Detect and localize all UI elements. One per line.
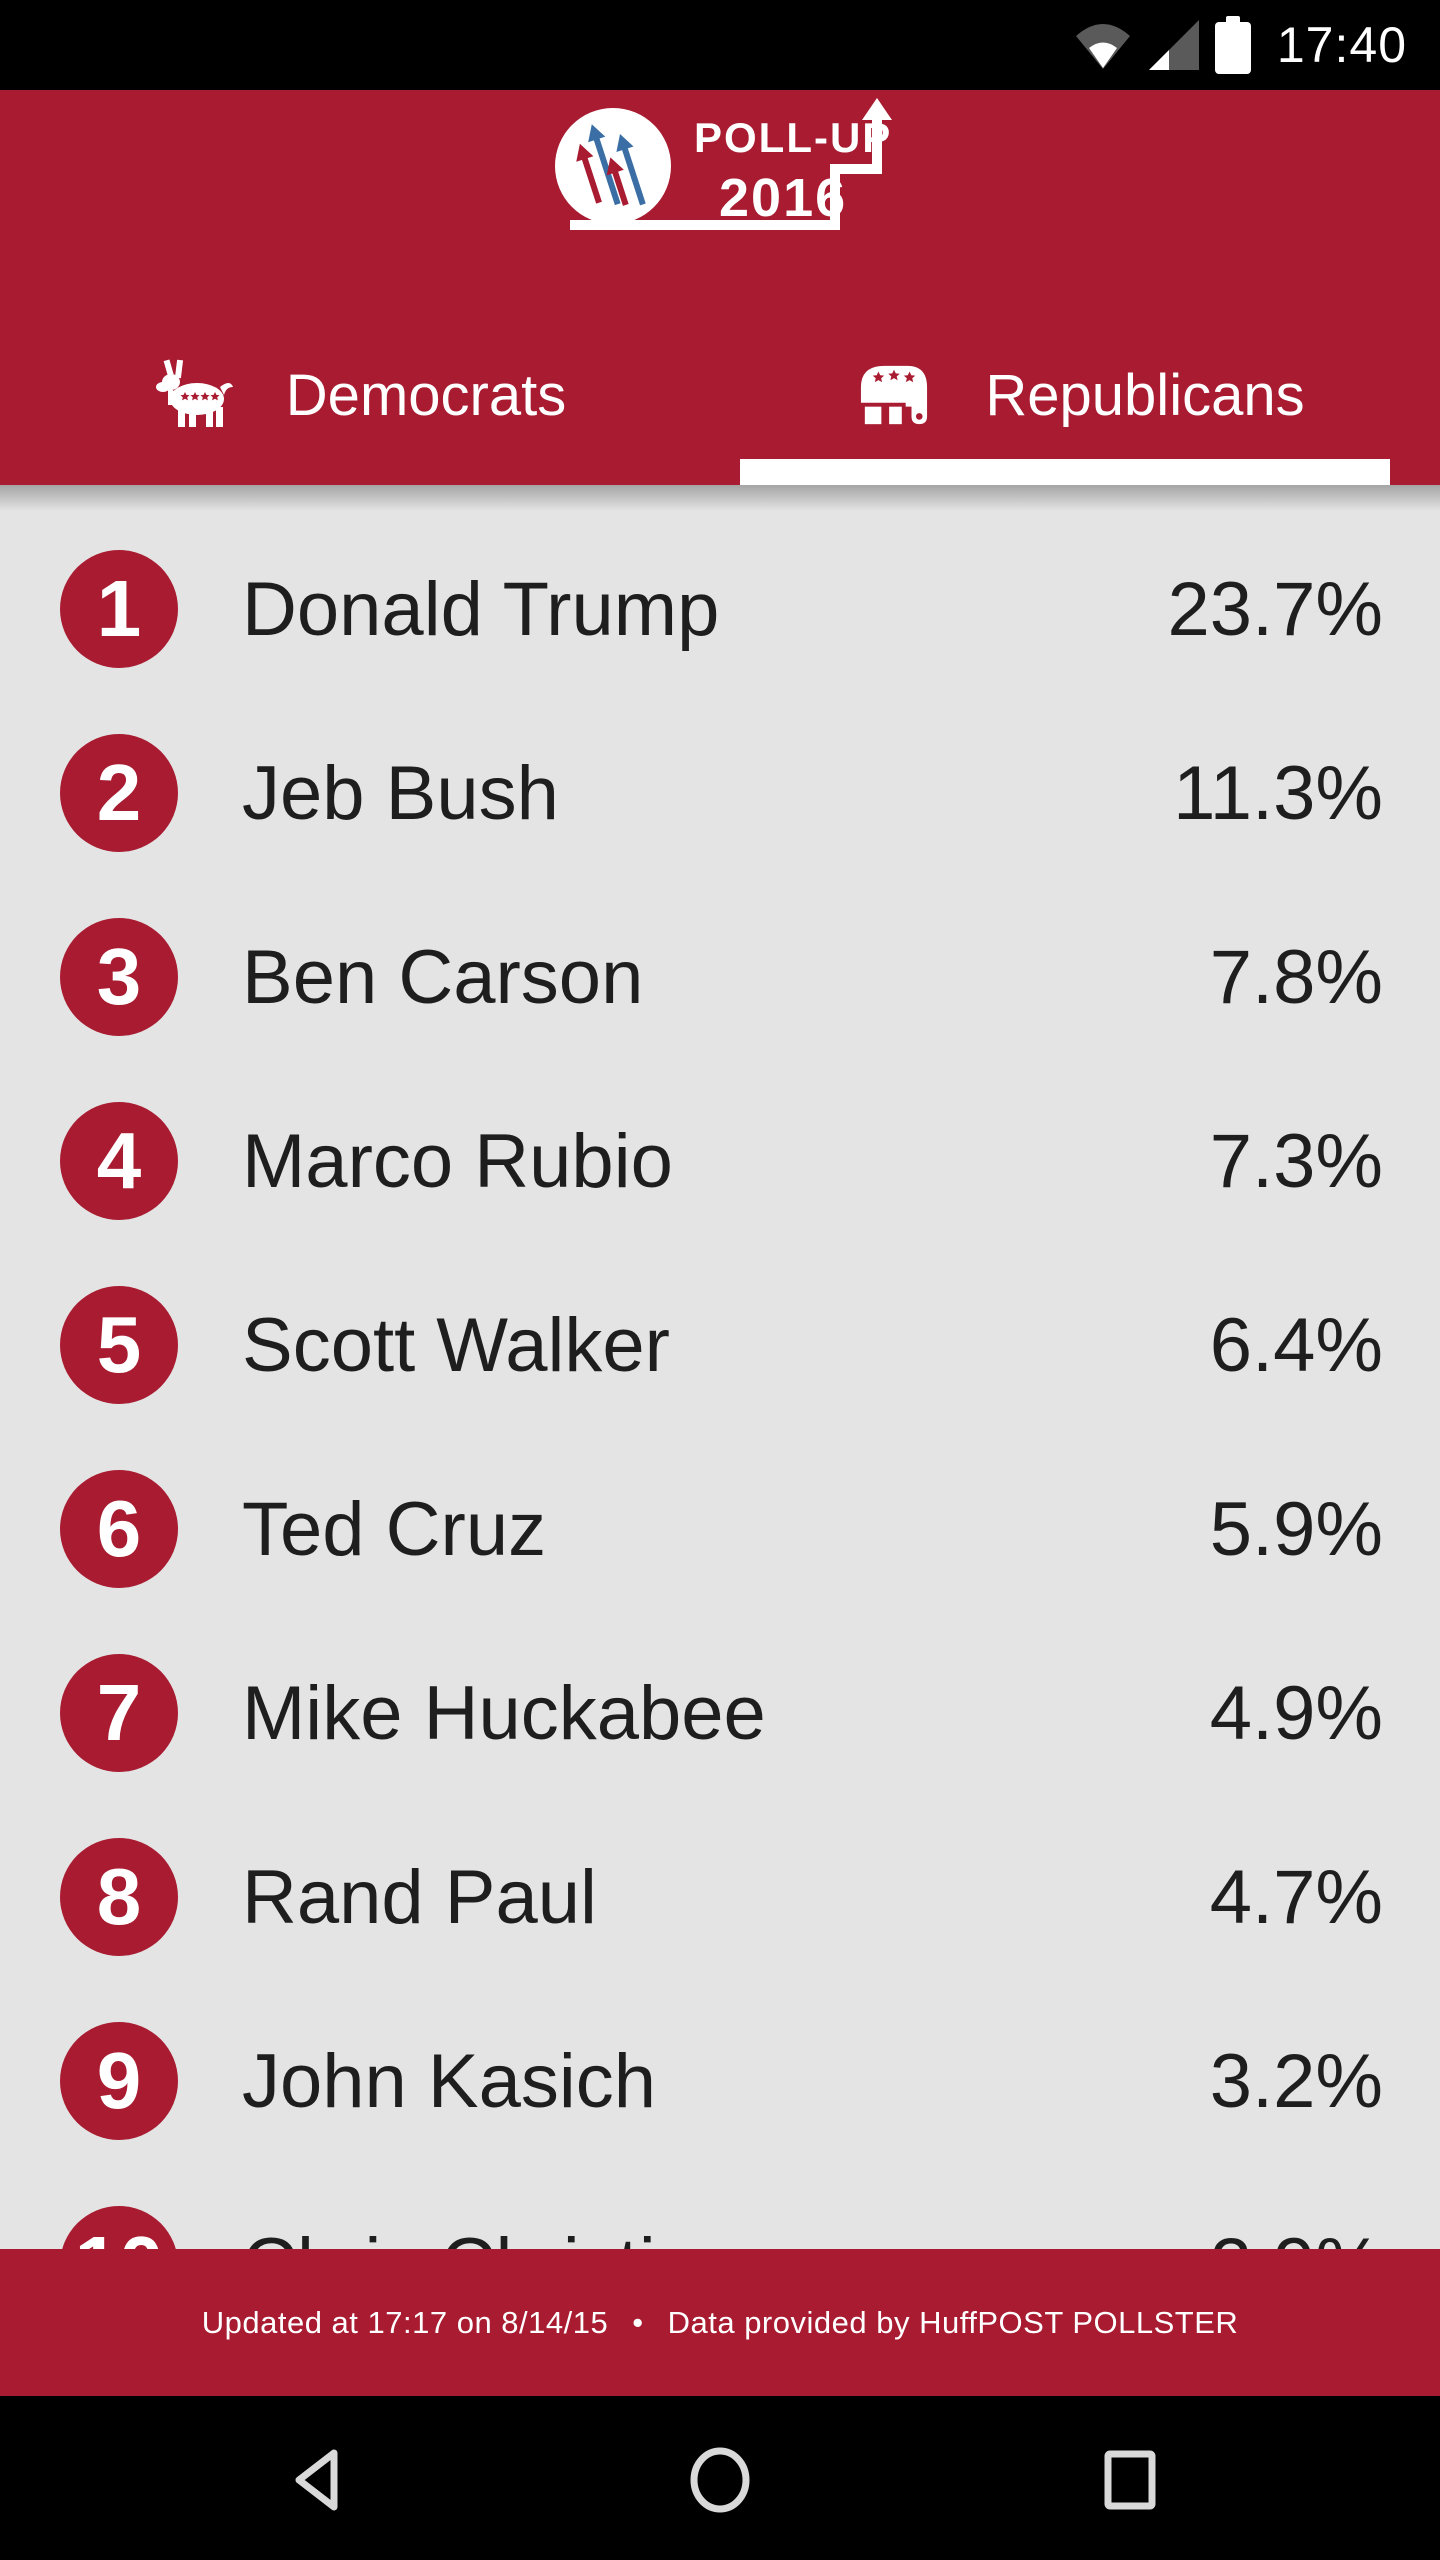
back-icon <box>295 2449 338 2511</box>
home-button[interactable] <box>688 2446 752 2514</box>
battery-icon <box>1214 16 1251 74</box>
candidate-name: Mike Huckabee <box>242 1670 766 1756</box>
android-nav-bar <box>0 2396 1440 2560</box>
rank-badge: 8 <box>60 1838 178 1956</box>
rank-badge: 7 <box>60 1654 178 1772</box>
tab-republicans[interactable]: Republicans <box>720 330 1440 460</box>
rank-badge: 3 <box>60 918 178 1036</box>
candidate-name: Marco Rubio <box>242 1118 673 1204</box>
rank-badge: 10 <box>60 2206 178 2249</box>
tab-democrats[interactable]: Democrats <box>0 330 720 460</box>
rank-badge: 1 <box>60 550 178 668</box>
update-status-bar: Updated at 17:17 on 8/14/15 • Data provi… <box>0 2249 1440 2396</box>
status-bar: 17:40 <box>0 0 1440 90</box>
candidate-row[interactable]: 9 John Kasich 3.2% <box>0 1989 1440 2173</box>
candidate-percentage: 4.7% <box>1209 1854 1383 1940</box>
candidate-row[interactable]: 10 Chris Christie 2.9% <box>0 2173 1440 2249</box>
rank-badge: 4 <box>60 1102 178 1220</box>
data-source-text: Data provided by HuffPOST POLLSTER <box>667 2304 1239 2340</box>
candidate-name: Scott Walker <box>242 1302 670 1388</box>
candidate-percentage: 23.7% <box>1167 566 1384 652</box>
status-clock: 17:40 <box>1276 17 1407 73</box>
back-button[interactable] <box>284 2446 348 2514</box>
candidate-row[interactable]: 7 Mike Huckabee 4.9% <box>0 1621 1440 1805</box>
rank-badge: 6 <box>60 1470 178 1588</box>
candidate-name: John Kasich <box>242 2038 657 2124</box>
candidate-name: Donald Trump <box>242 566 720 652</box>
app-header: POLL-UP 2016 <box>0 90 1440 485</box>
candidate-name: Jeb Bush <box>242 750 559 836</box>
candidate-name: Ted Cruz <box>242 1486 547 1572</box>
recents-icon <box>1104 2450 1156 2510</box>
tab-democrats-label: Democrats <box>285 362 567 428</box>
candidate-row[interactable]: 3 Ben Carson 7.8% <box>0 885 1440 1069</box>
candidate-name: Ben Carson <box>242 934 644 1020</box>
candidate-ranking-list[interactable]: 1 Donald Trump 23.7% 2 Jeb Bush 11.3% 3 … <box>0 485 1440 2249</box>
candidate-row[interactable]: 1 Donald Trump 23.7% <box>0 517 1440 701</box>
donkey-icon <box>155 359 233 427</box>
candidate-row[interactable]: 6 Ted Cruz 5.9% <box>0 1437 1440 1621</box>
candidate-row[interactable]: 5 Scott Walker 6.4% <box>0 1253 1440 1437</box>
candidate-percentage: 7.3% <box>1209 1118 1383 1204</box>
recents-button[interactable] <box>1098 2446 1162 2514</box>
rank-badge: 5 <box>60 1286 178 1404</box>
last-updated-text: Updated at 17:17 on 8/14/15 <box>201 2304 609 2340</box>
candidate-row[interactable]: 4 Marco Rubio 7.3% <box>0 1069 1440 1253</box>
donkey-stars <box>180 392 220 401</box>
elephant-icon <box>861 365 928 425</box>
candidate-percentage: 2.9% <box>1210 2222 1383 2250</box>
candidate-percentage: 4.9% <box>1209 1670 1383 1756</box>
poll-up-2016-logo: POLL-UP 2016 <box>555 98 892 230</box>
logo-trend-arrows-icon <box>576 124 646 206</box>
candidate-name: Chris Christie <box>242 2222 698 2250</box>
candidate-row[interactable]: 2 Jeb Bush 11.3% <box>0 701 1440 885</box>
tab-republicans-label: Republicans <box>985 362 1305 428</box>
party-tab-bar: Democrats Republicans <box>0 330 1440 460</box>
wifi-icon <box>1075 24 1130 69</box>
elephant-stars <box>873 369 923 420</box>
logo-year: 2016 <box>719 168 847 228</box>
candidate-row[interactable]: 8 Rand Paul 4.7% <box>0 1805 1440 1989</box>
home-icon <box>690 2447 750 2513</box>
candidate-percentage: 5.9% <box>1209 1486 1383 1572</box>
bullet-separator: • <box>632 2304 644 2340</box>
candidate-name: Rand Paul <box>242 1854 597 1940</box>
cell-signal-icon <box>1148 20 1199 70</box>
rank-badge: 9 <box>60 2022 178 2140</box>
candidate-percentage: 6.4% <box>1209 1302 1383 1388</box>
candidate-percentage: 11.3% <box>1173 750 1383 836</box>
logo-title: POLL-UP <box>694 114 892 161</box>
selected-tab-indicator <box>740 459 1390 485</box>
candidate-percentage: 3.2% <box>1209 2038 1383 2124</box>
candidate-percentage: 7.8% <box>1209 934 1383 1020</box>
rank-badge: 2 <box>60 734 178 852</box>
